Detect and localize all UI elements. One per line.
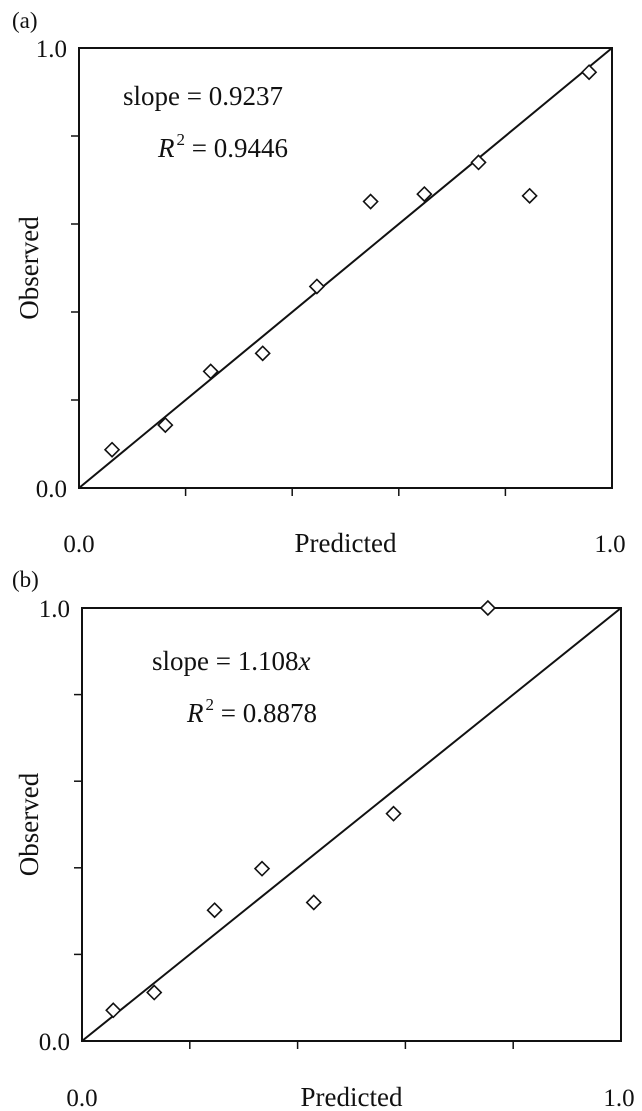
fit-line [81,607,622,1042]
r-exponent: 2 [206,695,215,714]
r-value: = 0.8878 [214,698,317,728]
data-point [146,984,163,1001]
data-point [253,860,271,877]
data-point [305,894,322,911]
fit-line [78,47,613,489]
x-tick-label-max: 1.0 [594,531,625,558]
y-tick-label-max: 1.0 [39,596,70,623]
x-tick-label-max: 1.0 [603,1085,634,1111]
y-tick-label-max: 1.0 [36,36,67,63]
slope-text: slope = 1.108 [152,646,298,676]
data-point [416,185,433,203]
data-point [385,805,402,822]
plot-frame [78,47,613,489]
chart-panel-a: (a) 1.0 0.0 0.0 1.0 Predicted Observed slope = … [12,8,626,558]
data-point [308,278,325,295]
data-point [157,416,174,434]
y-tick-label-min: 0.0 [39,1029,70,1056]
x-axis-label: Predicted [295,528,397,558]
data-point [202,363,219,380]
x-tick-label-min: 0.0 [66,1085,97,1111]
data-point [362,193,379,210]
r-exponent: 2 [177,130,186,149]
panel-label: (b) [12,567,39,592]
data-point [254,345,271,362]
slope-annotation: slope = 0.9237 [123,81,283,111]
x-tick-label-min: 0.0 [63,531,94,558]
data-point [580,64,598,81]
panel-label: (a) [12,8,38,33]
y-axis-label: Observed [14,216,44,320]
data-point [521,187,538,204]
y-tick-label-min: 0.0 [36,476,67,503]
r-value: = 0.9446 [185,133,288,163]
data-point [206,902,223,919]
r-symbol: R [157,133,175,163]
data-point [103,441,121,458]
data-point [105,1002,122,1019]
r-symbol: R [186,698,204,728]
plot-frame [81,607,622,1042]
slope-annotation: slope = 1.108x [152,646,310,676]
slope-text: slope = 0.9237 [123,81,283,111]
x-axis-label: Predicted [301,1082,403,1111]
data-point [479,599,496,617]
slope-variable: x [297,646,310,676]
data-point [470,154,487,171]
y-axis-label: Observed [14,772,44,876]
